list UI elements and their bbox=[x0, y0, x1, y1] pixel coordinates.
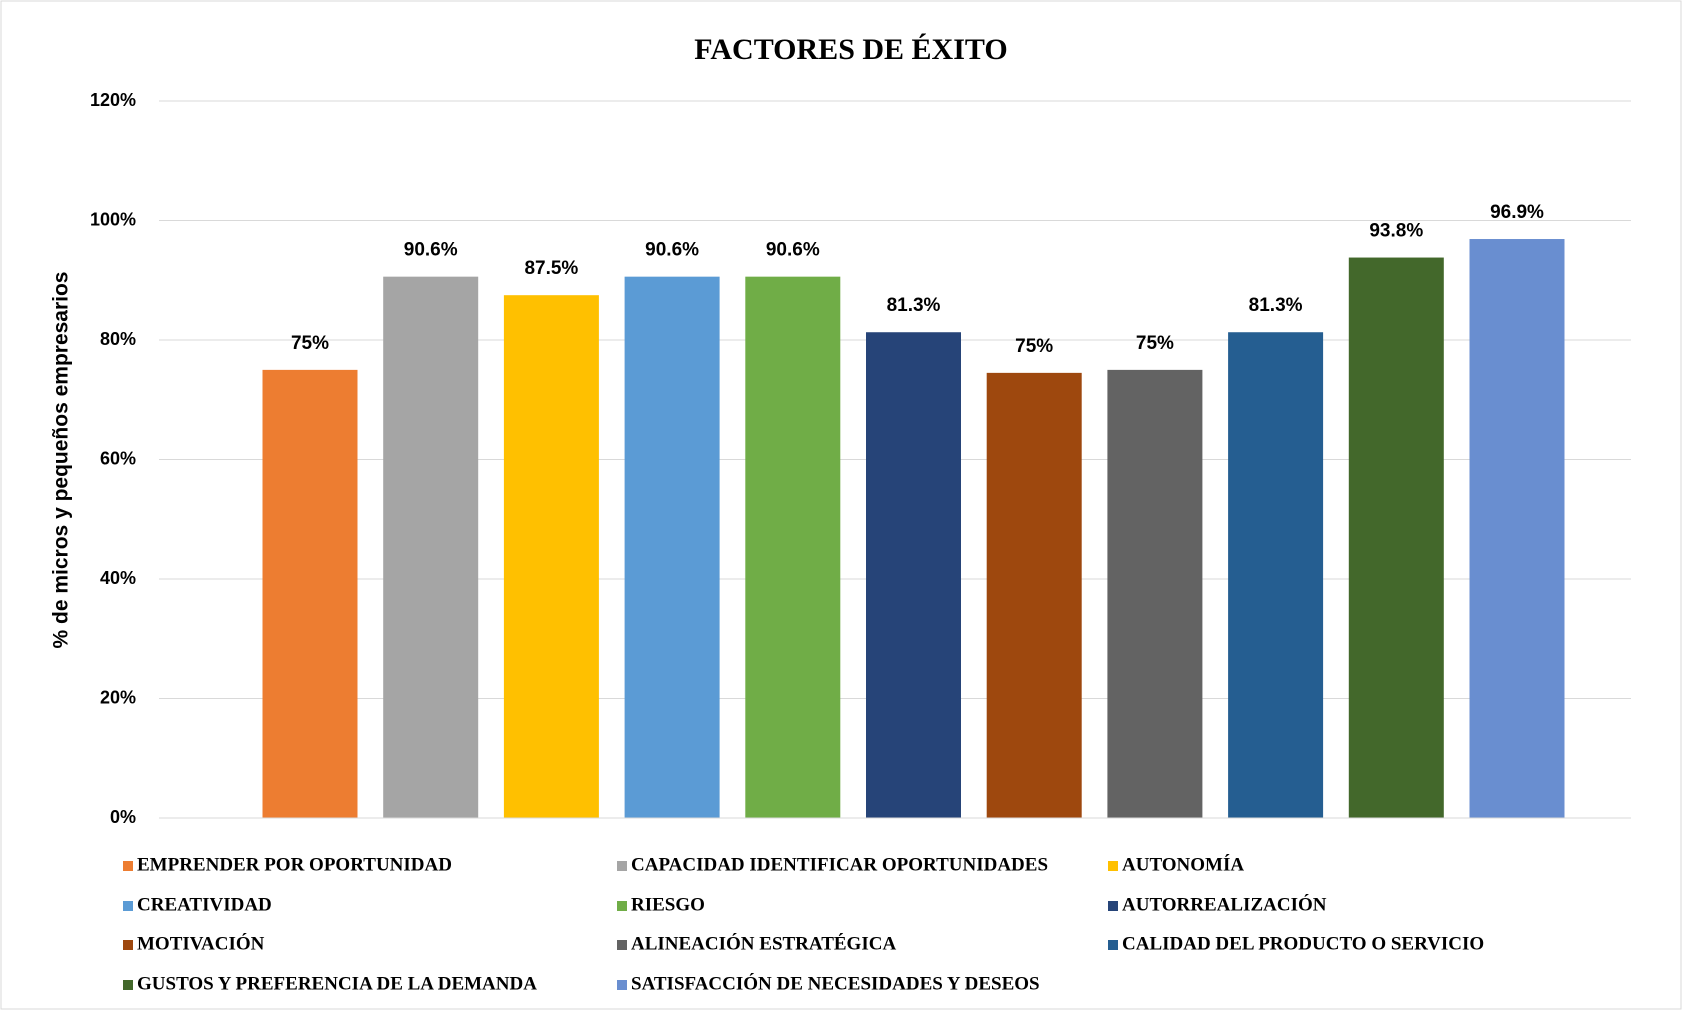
legend-swatch bbox=[1108, 940, 1118, 950]
value-label: 75% bbox=[1136, 333, 1174, 354]
legend-swatch bbox=[617, 901, 627, 911]
bar bbox=[503, 295, 599, 818]
value-label: 90.6% bbox=[645, 240, 699, 261]
legend-label: MOTIVACIÓN bbox=[137, 932, 265, 954]
legend-label: CAPACIDAD IDENTIFICAR OPORTUNIDADES bbox=[631, 854, 1048, 875]
legend-swatch bbox=[617, 940, 627, 950]
y-tick-label: 40% bbox=[100, 568, 136, 588]
legend-label: RIESGO bbox=[631, 894, 705, 915]
y-tick-label: 20% bbox=[100, 687, 136, 707]
legend-label: CREATIVIDAD bbox=[137, 894, 272, 915]
value-label: 96.9% bbox=[1490, 202, 1544, 223]
y-tick-label: 60% bbox=[100, 448, 136, 468]
value-label: 93.8% bbox=[1369, 221, 1423, 242]
y-tick-label: 0% bbox=[110, 807, 136, 827]
value-label: 81.3% bbox=[887, 295, 941, 316]
chart-title: FACTORES DE ÉXITO bbox=[694, 33, 1007, 66]
value-label: 87.5% bbox=[524, 258, 578, 279]
legend-swatch bbox=[617, 980, 627, 990]
bar bbox=[1107, 369, 1203, 818]
bar bbox=[1228, 332, 1324, 818]
bar bbox=[1469, 239, 1565, 818]
value-label: 90.6% bbox=[766, 240, 820, 261]
legend-label: SATISFACCIÓN DE NECESIDADES Y DESEOS bbox=[631, 972, 1040, 994]
legend-swatch bbox=[123, 940, 133, 950]
bar bbox=[1348, 257, 1444, 818]
legend-label: EMPRENDER POR OPORTUNIDAD bbox=[137, 854, 452, 875]
bar bbox=[262, 369, 358, 818]
legend-label: ALINEACIÓN ESTRATÉGICA bbox=[631, 932, 896, 954]
y-tick-label: 120% bbox=[90, 90, 136, 110]
bar bbox=[986, 372, 1082, 818]
value-label: 75% bbox=[291, 333, 329, 354]
value-label: 75% bbox=[1015, 336, 1053, 357]
legend-swatch bbox=[123, 980, 133, 990]
legend-swatch bbox=[1108, 901, 1118, 911]
y-tick-label: 80% bbox=[100, 329, 136, 349]
y-tick-label: 100% bbox=[90, 209, 136, 229]
bar bbox=[745, 276, 841, 818]
legend-label: AUTORREALIZACIÓN bbox=[1122, 893, 1327, 915]
legend-swatch bbox=[123, 861, 133, 871]
value-label: 81.3% bbox=[1249, 295, 1303, 316]
bar bbox=[866, 332, 961, 818]
legend-label: AUTONOMÍA bbox=[1122, 853, 1244, 875]
legend-swatch bbox=[617, 861, 627, 871]
legend-swatch bbox=[123, 901, 133, 911]
value-label: 90.6% bbox=[404, 240, 458, 261]
bar bbox=[624, 276, 720, 818]
legend-label: CALIDAD DEL PRODUCTO O SERVICIO bbox=[1122, 933, 1484, 954]
legend-label: GUSTOS Y PREFERENCIA DE LA DEMANDA bbox=[137, 973, 537, 994]
y-axis-label: % de micros y pequeños empresarios bbox=[50, 272, 73, 649]
legend-swatch bbox=[1108, 861, 1118, 871]
bar bbox=[383, 276, 479, 818]
